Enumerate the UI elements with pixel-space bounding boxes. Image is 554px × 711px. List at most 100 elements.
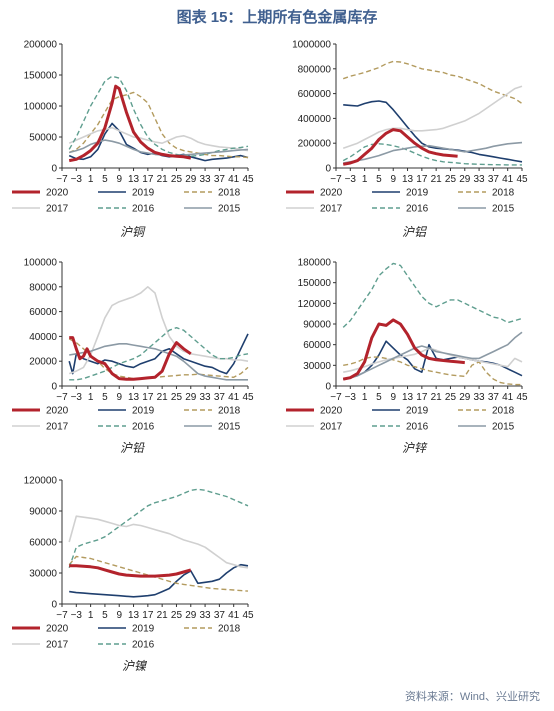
- x-tick-label: 13: [402, 392, 414, 403]
- x-tick-label: 5: [102, 610, 108, 621]
- x-tick-label: 41: [228, 174, 240, 185]
- x-tick-label: −7: [330, 174, 342, 185]
- x-tick-label: 37: [214, 392, 226, 403]
- series-line-2017: [68, 515, 249, 569]
- x-tick-label: 33: [200, 392, 212, 403]
- y-tick-label: 0: [51, 600, 57, 611]
- series-line-2020: [342, 128, 458, 166]
- y-tick-label: 0: [325, 164, 331, 175]
- x-tick-label: −3: [345, 174, 357, 185]
- x-tick-label: −7: [330, 392, 342, 403]
- legend-label-2019: 2019: [406, 406, 429, 417]
- x-tick-label: 25: [171, 174, 183, 185]
- series-line-2015: [343, 141, 523, 164]
- y-tick-label: 60000: [303, 340, 331, 351]
- x-tick-label: 25: [445, 174, 457, 185]
- series-line-2019: [343, 100, 523, 163]
- x-tick-label: −3: [71, 610, 83, 621]
- series-line-2018: [68, 91, 249, 159]
- y-tick-label: 800000: [298, 64, 332, 75]
- series-line-2019: [69, 563, 249, 598]
- legend-label-2017: 2017: [46, 204, 69, 215]
- x-tick-label: 33: [474, 392, 486, 403]
- x-tick-label: 21: [157, 610, 169, 621]
- x-tick-label: 45: [242, 392, 254, 403]
- series-line-2018: [68, 338, 249, 380]
- x-tick-label: 1: [362, 174, 368, 185]
- x-tick-label: 45: [242, 610, 254, 621]
- y-tick-label: 0: [51, 382, 57, 393]
- series-line-2020: [68, 84, 192, 163]
- y-tick-label: 60000: [29, 538, 57, 549]
- x-tick-label: 21: [431, 392, 443, 403]
- x-tick-label: 13: [128, 610, 140, 621]
- series-line-2018: [343, 356, 522, 386]
- y-tick-label: 90000: [29, 507, 57, 518]
- x-tick-label: 25: [171, 392, 183, 403]
- x-tick-label: 29: [185, 174, 197, 185]
- legend-label-2016: 2016: [132, 640, 155, 651]
- y-tick-label: 180000: [298, 258, 332, 269]
- x-tick-label: 1: [88, 174, 94, 185]
- chart-caption: 沪锌: [402, 441, 428, 455]
- x-tick-label: 9: [116, 174, 122, 185]
- legend-label-2017: 2017: [46, 640, 69, 651]
- series-line-2018: [68, 555, 249, 592]
- x-tick-label: 45: [516, 174, 528, 185]
- x-tick-label: 25: [171, 610, 183, 621]
- series-line-2018: [342, 60, 523, 105]
- x-tick-label: 33: [200, 610, 212, 621]
- legend-label-2016: 2016: [132, 204, 155, 215]
- y-tick-label: 90000: [303, 320, 331, 331]
- x-tick-label: −7: [56, 174, 68, 185]
- y-tick-label: 200000: [298, 139, 332, 150]
- y-tick-label: 100000: [24, 102, 58, 113]
- legend-label-2015: 2015: [492, 204, 515, 215]
- legend-label-2018: 2018: [218, 406, 241, 417]
- x-tick-label: 13: [128, 392, 140, 403]
- figure-title: 图表 15：上期所有色金属库存: [176, 9, 378, 26]
- legend-label-2017: 2017: [46, 422, 69, 433]
- legend-label-2020: 2020: [46, 188, 69, 199]
- legend-label-2020: 2020: [320, 406, 343, 417]
- series-line-2016: [68, 488, 249, 569]
- x-tick-label: 41: [228, 392, 240, 403]
- y-tick-label: 0: [325, 382, 331, 393]
- legend-label-2019: 2019: [132, 624, 155, 635]
- x-tick-label: 21: [157, 174, 169, 185]
- legend-label-2017: 2017: [320, 204, 343, 215]
- chart-caption: 沪铝: [402, 225, 428, 239]
- x-tick-label: 37: [488, 174, 500, 185]
- x-tick-label: 17: [142, 174, 154, 185]
- y-tick-label: 400000: [298, 114, 332, 125]
- legend-label-2017: 2017: [320, 422, 343, 433]
- x-tick-label: 29: [185, 392, 197, 403]
- x-tick-label: 33: [200, 174, 212, 185]
- legend-label-2018: 2018: [492, 188, 515, 199]
- legend-label-2016: 2016: [132, 422, 155, 433]
- series-line-2019: [68, 333, 249, 375]
- y-tick-label: 60000: [29, 307, 57, 318]
- series-line-2017: [68, 126, 249, 152]
- legend-label-2019: 2019: [132, 406, 155, 417]
- x-tick-label: 41: [228, 610, 240, 621]
- legend-label-2020: 2020: [320, 188, 343, 199]
- y-tick-label: 20000: [29, 357, 57, 368]
- x-tick-label: 1: [88, 392, 94, 403]
- chart-caption: 沪铅: [120, 441, 145, 455]
- source-note: 资料来源：Wind、兴业研究: [404, 691, 540, 703]
- x-tick-label: 9: [116, 610, 122, 621]
- series-line-2017: [68, 285, 249, 375]
- y-tick-label: 200000: [24, 40, 58, 51]
- x-tick-label: 41: [502, 174, 514, 185]
- y-tick-label: 150000: [24, 71, 58, 82]
- y-tick-label: 120000: [298, 299, 332, 310]
- series-line-2015: [343, 331, 523, 380]
- y-tick-label: 150000: [298, 278, 332, 289]
- x-tick-label: 5: [376, 174, 382, 185]
- series-line-2020: [342, 318, 465, 381]
- x-tick-label: 9: [390, 392, 396, 403]
- x-tick-label: −7: [56, 392, 68, 403]
